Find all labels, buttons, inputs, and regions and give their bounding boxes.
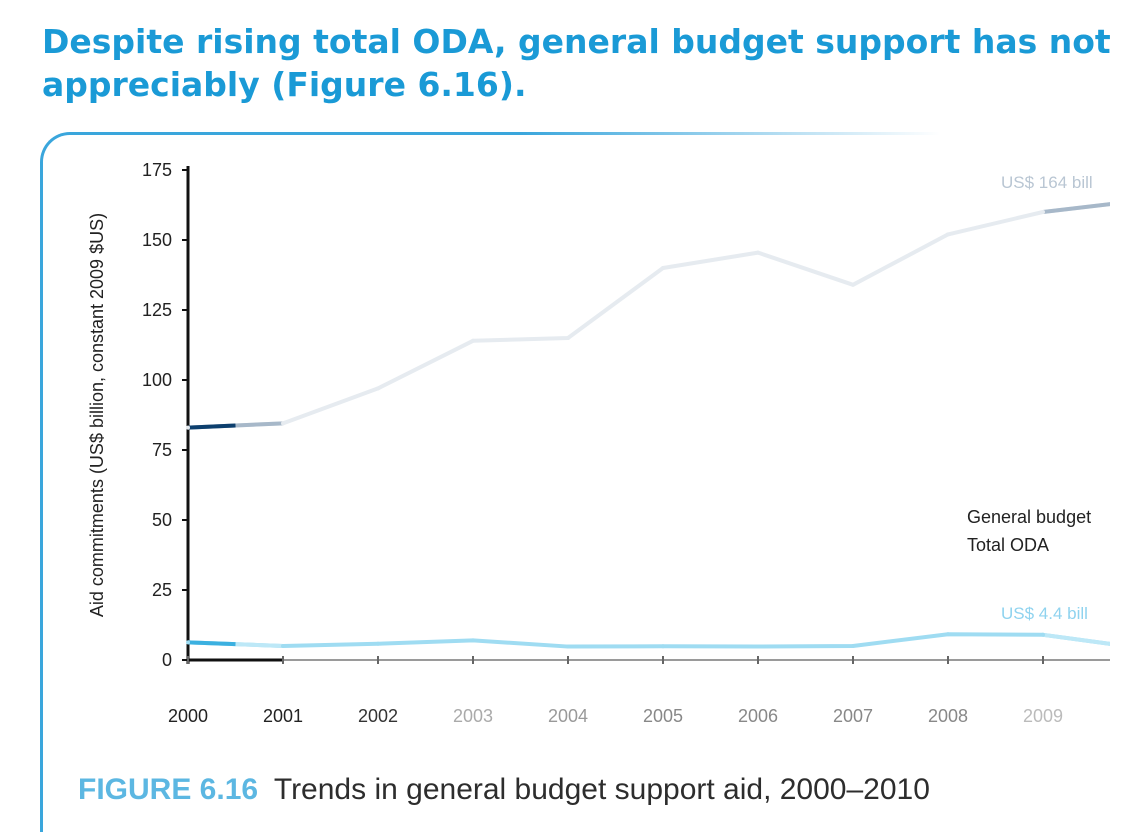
data-point (376, 641, 380, 646)
figure-panel-fade (520, 130, 1120, 136)
y-tick-label: 25 (152, 580, 172, 600)
x-tick-label: 2009 (1023, 706, 1063, 726)
data-point (281, 644, 285, 648)
x-axis: 2000 2001 2002 2003 2004 2005 2006 2007 2008 2009 (168, 656, 1110, 726)
y-tick-label: 150 (142, 230, 172, 250)
legend: General budget Total ODA (893, 507, 1091, 555)
data-point (661, 644, 665, 649)
data-point (1041, 632, 1045, 637)
series-segment-end (1042, 202, 1110, 214)
series-segment-start (187, 423, 236, 430)
legend-label: Total ODA (967, 535, 1049, 555)
data-point (661, 266, 665, 270)
figure-caption-text: Trends in general budget support aid, 20… (273, 773, 930, 806)
x-tick-label: 2000 (168, 706, 208, 726)
series-lines (186, 202, 1110, 649)
series-segment-start (187, 640, 236, 647)
y-tick-label: 75 (152, 440, 172, 460)
data-point (471, 338, 475, 343)
data-point (756, 250, 760, 255)
x-tick-label: 2007 (833, 706, 873, 726)
end-value-annotation: US$ 164 bill (1001, 173, 1093, 192)
end-value-annotation: US$ 4.4 bill (1001, 604, 1088, 623)
headline: Despite rising total ODA, general budget… (42, 20, 1112, 106)
x-tick-label: 2005 (643, 706, 683, 726)
y-tick-label: 175 (142, 160, 172, 180)
x-tick-label: 2006 (738, 706, 778, 726)
data-point (946, 232, 950, 237)
y-axis: 0 25 50 75 100 125 150 175 (142, 160, 190, 670)
series-line (187, 632, 1110, 649)
x-tick-label: 2001 (263, 706, 303, 726)
data-point (946, 632, 950, 637)
headline-line-2: appreciably (Figure 6.16). (42, 65, 527, 104)
data-point (566, 644, 570, 649)
data-point (566, 336, 570, 340)
figure-number: FIGURE 6.16 (78, 773, 259, 806)
annotations: US$ 164 bill US$ 4.4 bill (1001, 173, 1093, 623)
series-segment-end (1042, 632, 1110, 646)
x-tick-label: 2003 (453, 706, 493, 726)
data-point (471, 638, 475, 643)
data-point (756, 644, 760, 649)
data-point (1041, 210, 1045, 214)
y-tick-label: 0 (162, 650, 172, 670)
data-point (376, 386, 380, 391)
data-point (186, 425, 190, 430)
y-tick-label: 100 (142, 370, 172, 390)
data-point (851, 282, 855, 287)
headline-line-1: Despite rising total ODA, general budget… (42, 22, 1112, 61)
data-point (186, 640, 190, 645)
legend-label: General budget (967, 507, 1091, 527)
x-tick-label: 2004 (548, 706, 588, 726)
x-tick-label: 2002 (358, 706, 398, 726)
series-line (187, 202, 1110, 430)
y-tick-label: 50 (152, 510, 172, 530)
x-tick-label: 2008 (928, 706, 968, 726)
figure-caption: FIGURE 6.16 Trends in general budget sup… (78, 773, 930, 807)
data-point (281, 421, 285, 426)
y-axis-label: Aid commitments (US$ billion, constant 2… (87, 213, 107, 617)
data-point (851, 644, 855, 648)
y-tick-label: 125 (142, 300, 172, 320)
